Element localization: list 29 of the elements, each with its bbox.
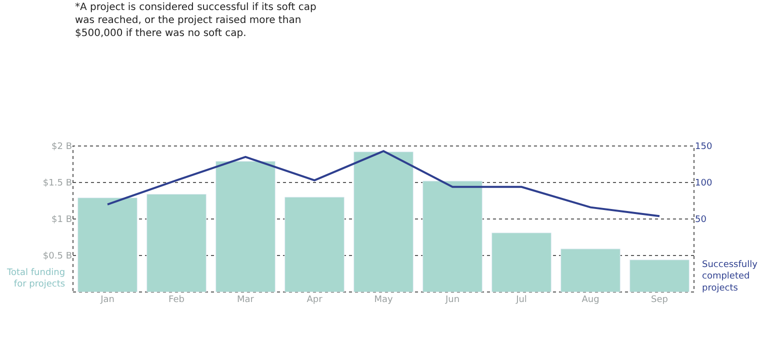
bar: [354, 152, 414, 292]
x-tick-label: Mar: [237, 295, 254, 305]
y2-tick-label: 50: [695, 215, 707, 226]
y2-tick-label: 150: [695, 142, 712, 152]
line-series: [106, 150, 660, 218]
x-tick-label: Aug: [582, 295, 600, 305]
bar: [492, 232, 552, 292]
bar: [560, 248, 620, 292]
y-tick-label: $0.5 B: [42, 252, 72, 262]
y-axis-title: Total funding for projects: [6, 268, 66, 290]
bar: [216, 161, 276, 292]
y-tick-label: $1.5 B: [42, 178, 72, 189]
bar: [630, 260, 690, 292]
x-tick-label: Jun: [444, 295, 460, 305]
x-tick-label: Feb: [168, 295, 185, 305]
y-tick-label: $1 B: [52, 215, 72, 226]
x-tick-label: Apr: [306, 295, 323, 305]
x-tick-label: Jan: [100, 295, 114, 305]
x-tick-label: Sep: [651, 295, 668, 305]
x-tick-label: May: [374, 295, 394, 305]
x-tick-label: Jul: [515, 295, 527, 305]
bar: [422, 180, 482, 292]
y-tick-label: $2 B: [52, 142, 72, 152]
bar: [78, 198, 138, 292]
bar: [284, 196, 344, 292]
text: *A project is considered successful if its soft cap was reached, or the project raised more than $500,000 if there was no soft cap.: [75, 2, 316, 39]
bar: [146, 194, 206, 292]
y2-tick-label: 100: [695, 178, 712, 189]
y2-axis-title: Successfully completed projects: [702, 260, 758, 294]
